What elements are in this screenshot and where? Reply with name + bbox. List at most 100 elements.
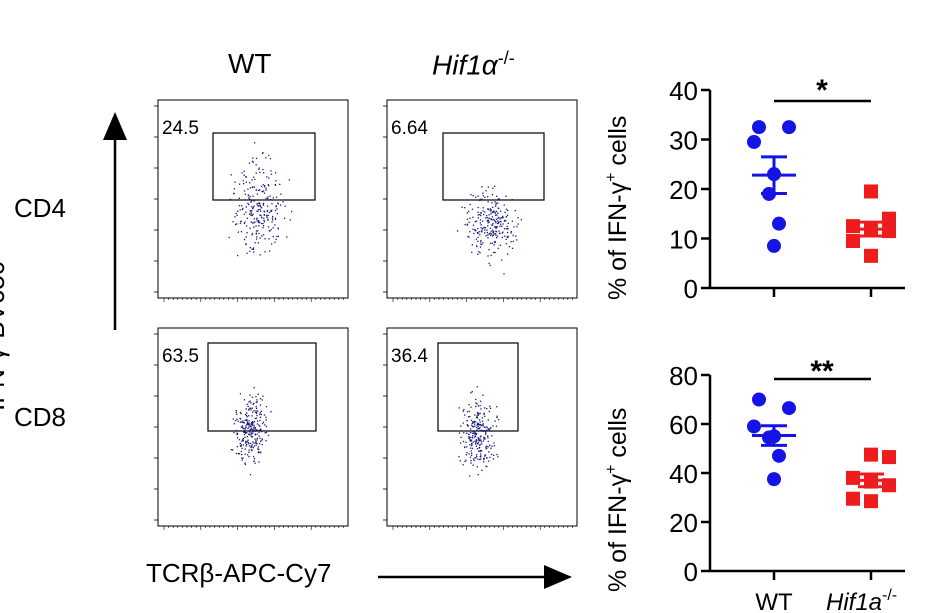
flow-gate: [212, 132, 316, 201]
flow-event-dot: [477, 413, 480, 416]
flow-event-dot: [476, 448, 479, 450]
flow-event-dot: [236, 413, 238, 415]
flow-event-dot: [477, 206, 479, 209]
flow-event-dot: [475, 429, 478, 432]
flow-event-dot: [486, 448, 488, 450]
flow-event-dot: [493, 233, 495, 235]
flow-event-dot: [250, 221, 252, 223]
flow-event-dot: [252, 206, 254, 209]
flow-event-dot: [462, 440, 465, 443]
flow-event-dot: [257, 448, 259, 450]
flow-event-dot: [251, 160, 254, 162]
flow-event-dot: [484, 437, 486, 439]
flow-event-dot: [246, 424, 248, 426]
flow-event-dot: [500, 210, 502, 212]
flow-event-dot: [237, 453, 240, 455]
flow-event-dot: [235, 212, 237, 215]
flow-event-dot: [495, 231, 498, 233]
flow-event-dot: [494, 214, 497, 216]
flow-event-dot: [265, 416, 267, 418]
flow-event-dot: [233, 188, 236, 190]
flow-event-dot: [258, 205, 260, 207]
flow-event-dot: [474, 229, 476, 231]
flow-event-dot: [492, 234, 494, 236]
flow-event-dot: [269, 230, 271, 232]
flow-event-dot: [473, 432, 475, 434]
flow-event-dot: [265, 187, 267, 189]
flow-event-dot: [247, 427, 249, 430]
flow-event-dot: [470, 392, 472, 394]
flow-event-dot: [235, 419, 237, 422]
flow-event-dot: [458, 432, 461, 434]
flow-event-dot: [244, 463, 246, 466]
flow-event-dot: [483, 457, 485, 460]
flow-event-dot: [470, 194, 472, 196]
flow-event-dot: [254, 428, 256, 430]
flow-event-dot: [245, 432, 247, 434]
flow-event-dot: [244, 453, 246, 455]
flow-event-dot: [239, 444, 242, 447]
flow-event-dot: [485, 465, 487, 467]
flow-event-dot: [482, 192, 484, 194]
flow-event-dot: [494, 211, 496, 213]
flow-event-dot: [250, 433, 253, 435]
flow-event-dot: [250, 213, 252, 215]
flow-event-dot: [488, 451, 490, 453]
flow-event-dot: [480, 435, 482, 437]
flow-event-dot: [476, 245, 478, 248]
flow-event-dot: [261, 207, 263, 209]
flow-panel-3: [154, 327, 349, 530]
flow-event-dot: [254, 433, 256, 435]
flow-event-dot: [245, 408, 247, 410]
flow-event-dot: [473, 232, 475, 235]
chart2-wt-point: [752, 392, 766, 407]
flow-event-dot: [472, 216, 474, 218]
flow-event-dot: [264, 251, 266, 253]
flow-event-dot: [489, 444, 491, 446]
flow-event-dot: [475, 440, 477, 442]
flow-event-dot: [252, 207, 254, 209]
flow-event-dot: [486, 217, 489, 219]
flow-event-dot: [262, 190, 265, 192]
flow-event-dot: [255, 230, 258, 232]
flow-event-dot: [464, 223, 466, 226]
flow-event-dot: [485, 429, 488, 431]
flow-event-dot: [256, 414, 258, 417]
flow-event-dot: [467, 235, 469, 238]
flow-event-dot: [481, 417, 484, 419]
flow-event-dot: [241, 172, 243, 174]
flow-event-dot: [475, 196, 477, 198]
flow-event-dot: [475, 405, 477, 408]
flow-event-dot: [263, 219, 265, 221]
flow-event-dot: [254, 242, 256, 244]
flow-event-dot: [257, 210, 259, 212]
flow-event-dot: [492, 222, 494, 225]
flow-event-dot: [477, 426, 479, 428]
flow-event-dot: [257, 451, 259, 454]
flow-event-dot: [490, 213, 492, 215]
flow-event-dot: [244, 429, 246, 432]
flow-event-dot: [259, 429, 262, 431]
chart1-wt-point: [767, 238, 781, 253]
flow-event-dot: [249, 394, 251, 396]
flow-event-dot: [469, 436, 471, 438]
flow-event-dot: [250, 409, 252, 411]
flow-event-dot: [476, 403, 478, 405]
flow-event-dot: [251, 206, 253, 208]
flow-event-dot: [485, 190, 487, 192]
flow-event-dot: [491, 216, 494, 218]
flow-event-dot: [490, 230, 492, 232]
flow-event-dot: [484, 454, 486, 456]
flow-event-dot: [479, 212, 482, 214]
flow-event-dot: [498, 419, 500, 421]
flow-event-dot: [252, 411, 254, 413]
flow-event-dot: [495, 210, 498, 213]
flow-event-dot: [497, 202, 499, 204]
flow-event-dot: [498, 221, 500, 223]
flow-event-dot: [246, 217, 248, 219]
flow-event-dot: [291, 210, 293, 213]
flow-event-dot: [472, 431, 474, 433]
flow-event-dot: [489, 242, 492, 244]
flow-event-dot: [260, 222, 263, 225]
flow-event-dot: [466, 420, 468, 422]
